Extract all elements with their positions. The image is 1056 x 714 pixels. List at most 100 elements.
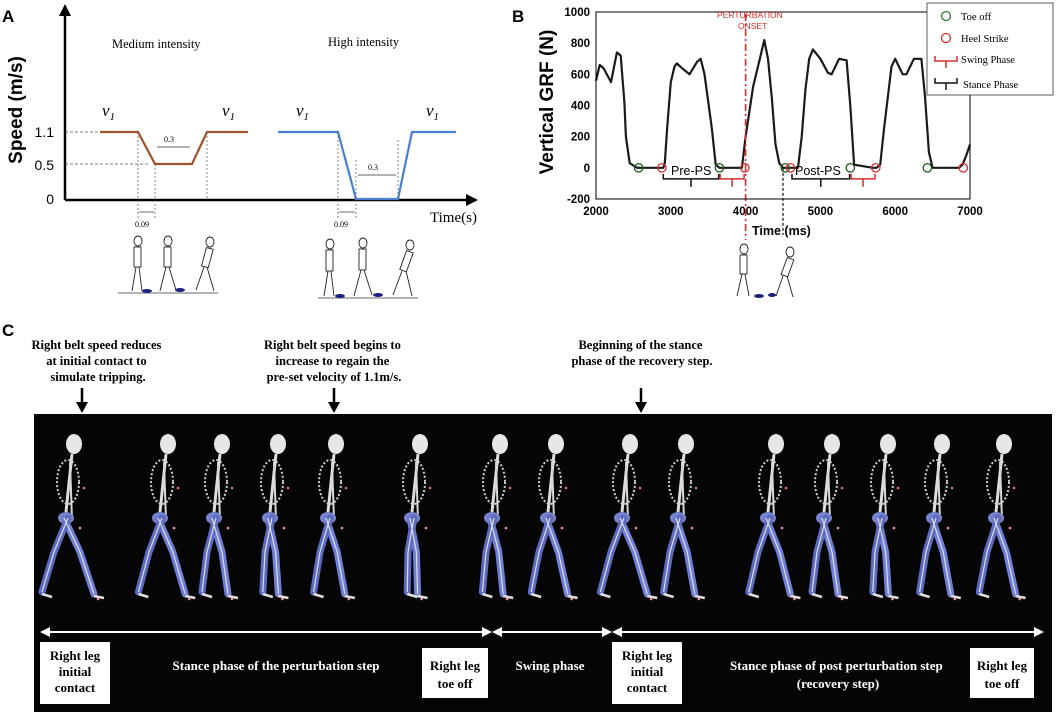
panel-c-skeleton-sequence (38, 434, 1026, 601)
panel-b-stick-figures (736, 243, 795, 298)
skeleton-figure-3 (259, 434, 290, 601)
panel-b-label: B (512, 7, 524, 26)
panel-a-high-line (278, 130, 456, 201)
panel-a-medium-drop-label: 0.09 (135, 220, 149, 229)
panel-c-label: C (2, 321, 14, 340)
swing-phase-icon (934, 56, 958, 68)
skeleton-figure-12 (869, 434, 900, 601)
panel-b-ytick-0: -200 (567, 194, 590, 206)
toe-off-marker-4 (922, 162, 933, 173)
skeleton-figure-13 (916, 434, 962, 601)
skeleton-figure-7 (527, 434, 578, 601)
heel-strike-marker-2 (785, 162, 796, 173)
heel-strike-marker-0 (656, 162, 667, 173)
phase-box-contact-1 (40, 642, 110, 704)
panel-b-plot-area (594, 11, 972, 240)
panel-b-grf-line (594, 38, 972, 169)
panel-b-legend-toe-off: Toe off (961, 12, 992, 23)
panel-c-annotation-arrows (76, 388, 647, 413)
skeleton-figure-5 (402, 434, 432, 601)
panel-a-stick-figures-medium (118, 235, 218, 294)
panel-b-xtick-4: 6000 (882, 206, 908, 218)
panel-c-annotation-1: Right belt speed reduces at initial cont… (31, 338, 164, 384)
panel-a-title-medium: Medium intensity (112, 37, 201, 51)
phase-label-stance-pert: Stance phase of the perturbation step (173, 658, 380, 673)
phase-label-contact-1: Right leg initial contact (50, 648, 101, 695)
panel-a-high-v1-start: v1 (296, 101, 309, 123)
phase-label-swing: Swing phase (516, 658, 585, 673)
panel-a-ytick-1: 1.1 (35, 124, 55, 140)
panel-a-stick-figures-high (318, 237, 418, 299)
panel-b-ylabel: Vertical GRF (N) (537, 30, 558, 175)
panel-b-ytick-3: 400 (571, 101, 590, 113)
toe-off-icon (940, 10, 952, 22)
skeleton-figure-6 (478, 434, 514, 601)
swing-bracket-post (850, 173, 876, 187)
stance-bracket-pre (662, 173, 720, 187)
panel-c-annotation-3: Beginning of the stance phase of the rec… (571, 338, 712, 368)
panel-a-ylabel: Speed (m/s) (6, 56, 27, 164)
panel-a-medium-plateau-label: 0.3 (164, 135, 174, 144)
panel-b-ytick-6: 1000 (564, 7, 590, 19)
panel-c: C Right belt speed reduces at initial co… (2, 321, 1052, 712)
panel-b-ytick-5: 800 (571, 38, 590, 50)
panel-b-frame (595, 11, 971, 200)
panel-b-xtick-5: 7000 (957, 206, 983, 218)
panel-b-perturbation-label-2: ONSET (738, 21, 767, 31)
panel-b-legend-box (926, 2, 1054, 96)
skeleton-figure-1 (134, 434, 196, 601)
panel-b-xtick-1: 3000 (658, 206, 684, 218)
toe-off-marker-3 (845, 162, 856, 173)
panel-a-medium-v1-start: v1 (102, 101, 115, 123)
panel-a-ytick-2: 0.5 (35, 157, 55, 173)
panel-a-y-arrow (59, 4, 71, 16)
toe-off-marker-1 (714, 162, 725, 173)
panel-c-phase-arrows (40, 627, 1044, 637)
phase-box-contact-2 (612, 642, 682, 704)
panel-b-ytick-2: 200 (571, 132, 590, 144)
stance-bracket-post (791, 173, 851, 187)
panel-b-legend-swing: Swing Phase (961, 55, 1015, 66)
panel-a-x-arrow (466, 194, 478, 206)
panel-b-xlabel: Time (ms) (752, 224, 811, 238)
panel-a-medium-line (100, 130, 248, 166)
panel-b-xtick-0: 2000 (583, 206, 609, 218)
phase-label-stance-post: Stance phase of post perturbation step (… (730, 658, 946, 691)
phase-box-toe-off-1 (422, 648, 488, 698)
phase-label-toe-off-2: Right leg toe off (977, 658, 1028, 691)
panel-a: A Speed (m/s) Time(s) 1.1 0.5 0 Medium i… (2, 4, 478, 299)
panel-a-xlabel: Time(s) (430, 210, 477, 226)
panel-b-xtick-3: 5000 (808, 206, 834, 218)
panel-b-legend: Toe off Heel Strike Swing Phase Stance P… (926, 2, 1054, 96)
panel-b: B Vertical GRF (N) -200 0 200 400 600 800 1000… (512, 2, 1054, 298)
heel-strike-marker-1 (740, 162, 750, 173)
panel-a-high-v1-end: v1 (426, 101, 439, 123)
phase-label-contact-2: Right leg initial contact (622, 648, 673, 695)
panel-b-legend-stance: Stance Phase (963, 80, 1018, 91)
skeleton-figure-9 (660, 434, 706, 601)
skeleton-figure-2 (198, 434, 239, 601)
panel-b-phase-post-ps: Post-PS (795, 164, 841, 178)
heel-strike-marker-3 (870, 162, 881, 173)
panel-b-phase-pre-ps: Pre-PS (671, 164, 711, 178)
skeleton-figure-14 (975, 434, 1026, 601)
skeleton-figure-0 (38, 434, 105, 601)
toe-off-marker-2 (780, 162, 791, 173)
skeleton-figure-8 (596, 434, 658, 601)
skeleton-figure-4 (310, 434, 356, 601)
panel-b-y-ticks: -200 0 200 400 600 800 1000 (564, 7, 590, 206)
swing-bracket-pre (719, 173, 745, 187)
panel-a-ytick-3: 0 (46, 191, 54, 207)
panel-a-title-high: High intensity (328, 35, 400, 49)
panel-a-medium-v1-end: v1 (222, 101, 235, 123)
heel-strike-marker-4 (958, 162, 969, 173)
phase-box-toe-off-2 (970, 648, 1034, 698)
panel-c-annotation-2: Right belt speed begins to increase to r… (264, 338, 404, 384)
panel-b-x-ticks: 200030004000500060007000 (583, 206, 983, 218)
skeleton-figure-10 (745, 434, 801, 601)
panel-b-perturbation-label-1: PERTURBATION (717, 10, 783, 20)
panel-a-high-plateau-label: 0.3 (368, 163, 378, 172)
panel-b-ytick-4: 600 (571, 69, 590, 81)
panel-a-label: A (2, 7, 14, 26)
